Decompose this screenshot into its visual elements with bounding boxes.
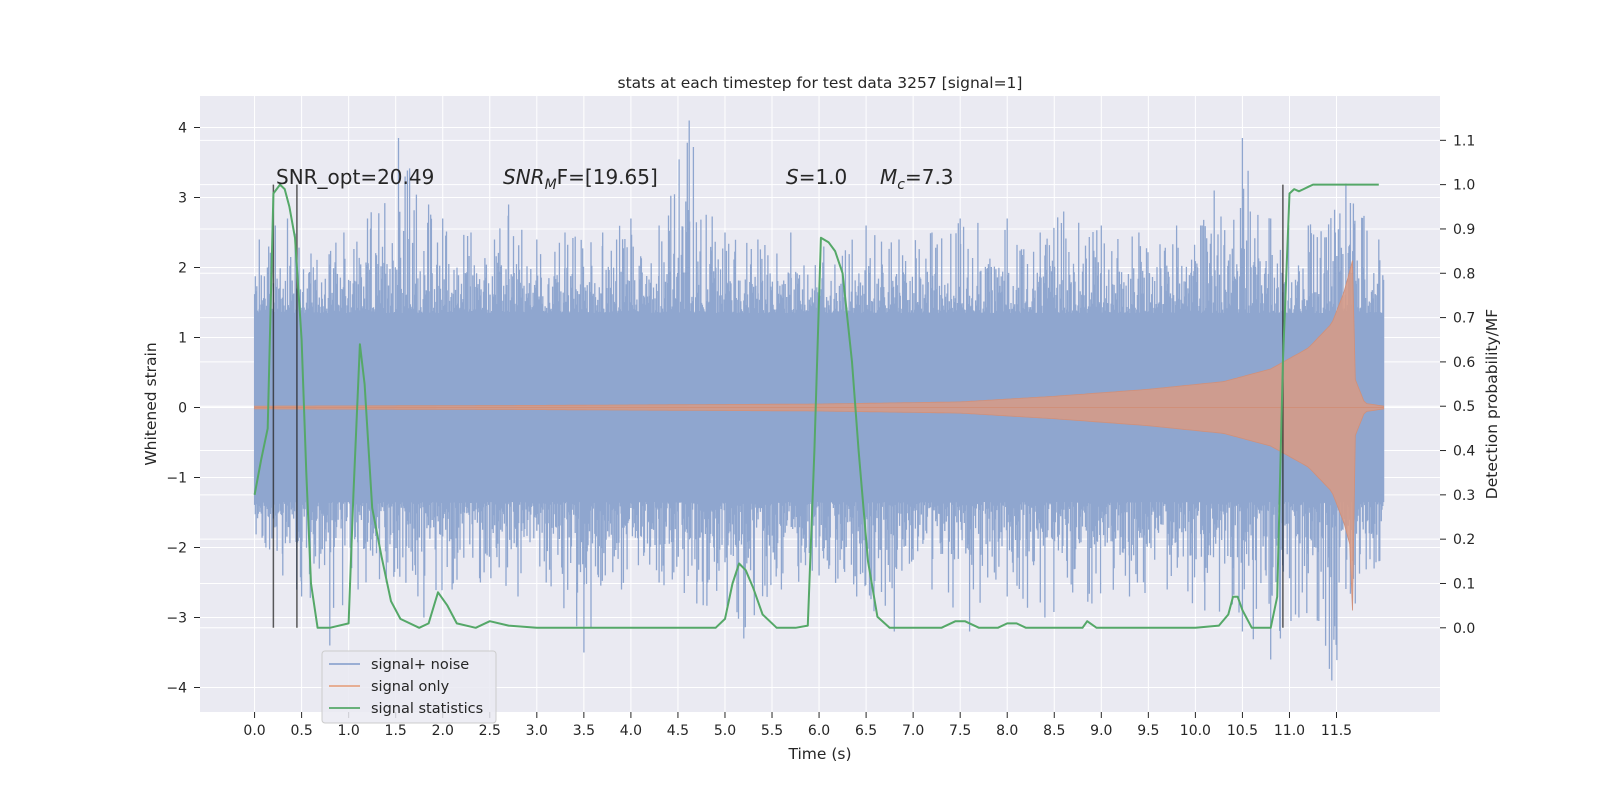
y2-tick-label: 0.8 [1453,266,1475,282]
annotations: SNR_opt=20.49 SNRMF=[19.65] S=1.0 Mc=7.3 [276,165,954,193]
x-axis-label: Time (s) [787,745,851,763]
x-tick-label: 5.5 [761,723,783,739]
y2-tick-label: 1.0 [1453,178,1475,194]
y-tick-label: −2 [166,541,187,557]
y2-tick-label: 0.3 [1453,488,1475,504]
x-tick-label: 10.5 [1227,723,1258,739]
y-axis-label: Whitened strain [142,342,160,465]
y-tick-label: −4 [166,681,187,697]
y2-tick-label: 0.9 [1453,222,1475,238]
y-tick-label: 4 [178,121,187,137]
annotation-s-symbol: S [786,165,799,189]
series-signal-only [254,260,1384,611]
y-tick-label: 1 [178,331,187,347]
x-tick-label: 8.5 [1043,723,1065,739]
annotation-snr-mf-value: F=[19.65] [557,165,658,189]
y2-tick-label: 0.1 [1453,576,1475,592]
legend-label-signal-only: signal only [371,679,450,695]
x-tick-label: 6.5 [855,723,877,739]
y-tick-label: −3 [166,611,187,627]
annotation-s-value: =1.0 [799,165,848,189]
annotation-mc-value: =7.3 [905,165,954,189]
annotation-s: S=1.0 [786,165,847,189]
x-axis: 0.0 0.5 1.0 1.5 2.0 2.5 3.0 3.5 4.0 4.5 5.0 5.5 6.0 6… [243,712,1352,739]
x-tick-label: 2.0 [432,723,454,739]
x-tick-label: 3.0 [526,723,548,739]
y2-tick-label: 0.5 [1453,399,1475,415]
x-tick-label: 3.5 [573,723,595,739]
x-tick-label: 11.5 [1321,723,1352,739]
x-tick-label: 0.5 [290,723,312,739]
legend: signal+ noise signal only signal statist… [321,650,497,724]
y2-tick-label: 1.1 [1453,133,1475,149]
y-tick-label: 3 [178,191,187,207]
y-tick-label: 0 [178,401,187,417]
y-axis-left: 4 3 2 1 0 −1 −2 −3 −4 [166,121,200,697]
annotation-mc-symbol: M [880,165,897,189]
y2-tick-label: 0.7 [1453,311,1475,327]
y2-tick-label: 0.2 [1453,532,1475,548]
x-tick-label: 8.0 [996,723,1018,739]
y2-tick-label: 0.6 [1453,355,1475,371]
legend-box [321,650,497,724]
y2-tick-label: 0.4 [1453,444,1475,460]
annotation-snr-mf-symbol: SNR [503,165,545,189]
x-tick-label: 9.5 [1137,723,1159,739]
x-tick-label: 0.0 [243,723,265,739]
annotation-snr-opt: SNR_opt=20.49 [276,165,434,189]
annotation-mc: Mc=7.3 [880,165,954,193]
y-tick-label: 2 [178,261,187,277]
x-tick-label: 4.0 [620,723,642,739]
x-tick-label: 11.0 [1274,723,1305,739]
signal-statistics-line [253,183,1379,629]
annotation-mc-subscript: c [897,177,905,193]
x-tick-label: 7.0 [902,723,924,739]
x-tick-label: 7.5 [949,723,971,739]
legend-label-signal-noise: signal+ noise [371,657,469,673]
signal-only-trace [254,260,1384,611]
y-tick-label: −1 [166,471,187,487]
annotation-snr-mf: SNRMF=[19.65] [503,165,658,193]
x-tick-label: 4.5 [667,723,689,739]
y2-axis-label: Detection probability/MF [1483,309,1501,500]
x-tick-label: 2.5 [479,723,501,739]
x-tick-label: 5.0 [714,723,736,739]
y2-tick-label: 0.0 [1453,621,1475,637]
x-tick-label: 1.0 [338,723,360,739]
x-tick-label: 1.5 [385,723,407,739]
chart-title: stats at each timestep for test data 325… [618,74,1023,92]
x-tick-label: 6.0 [808,723,830,739]
y-axis-right: 1.1 1.0 0.9 0.8 0.7 0.6 0.5 0.4 0.3 0.2 0.1 0.0 [1440,133,1475,637]
x-tick-label: 9.0 [1090,723,1112,739]
series-signal-statistics [253,183,1379,629]
annotation-snr-mf-subscript: M [545,177,557,193]
x-tick-label: 10.0 [1180,723,1211,739]
legend-label-signal-statistics: signal statistics [371,701,483,717]
